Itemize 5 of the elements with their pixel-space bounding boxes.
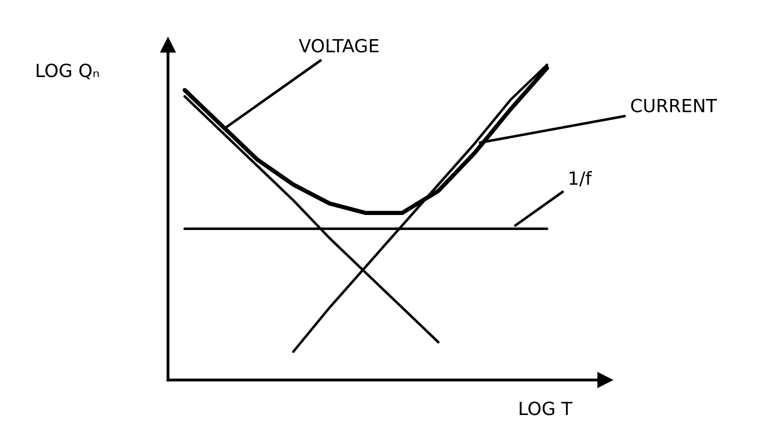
text: VOLTAGE	[298, 38, 378, 53]
y-axis-title: LOG Qₙ	[36, 64, 99, 80]
text: 1/f	[570, 170, 592, 186]
text: CURRENT	[631, 98, 718, 112]
x-axis-title: LOG T	[520, 402, 572, 416]
